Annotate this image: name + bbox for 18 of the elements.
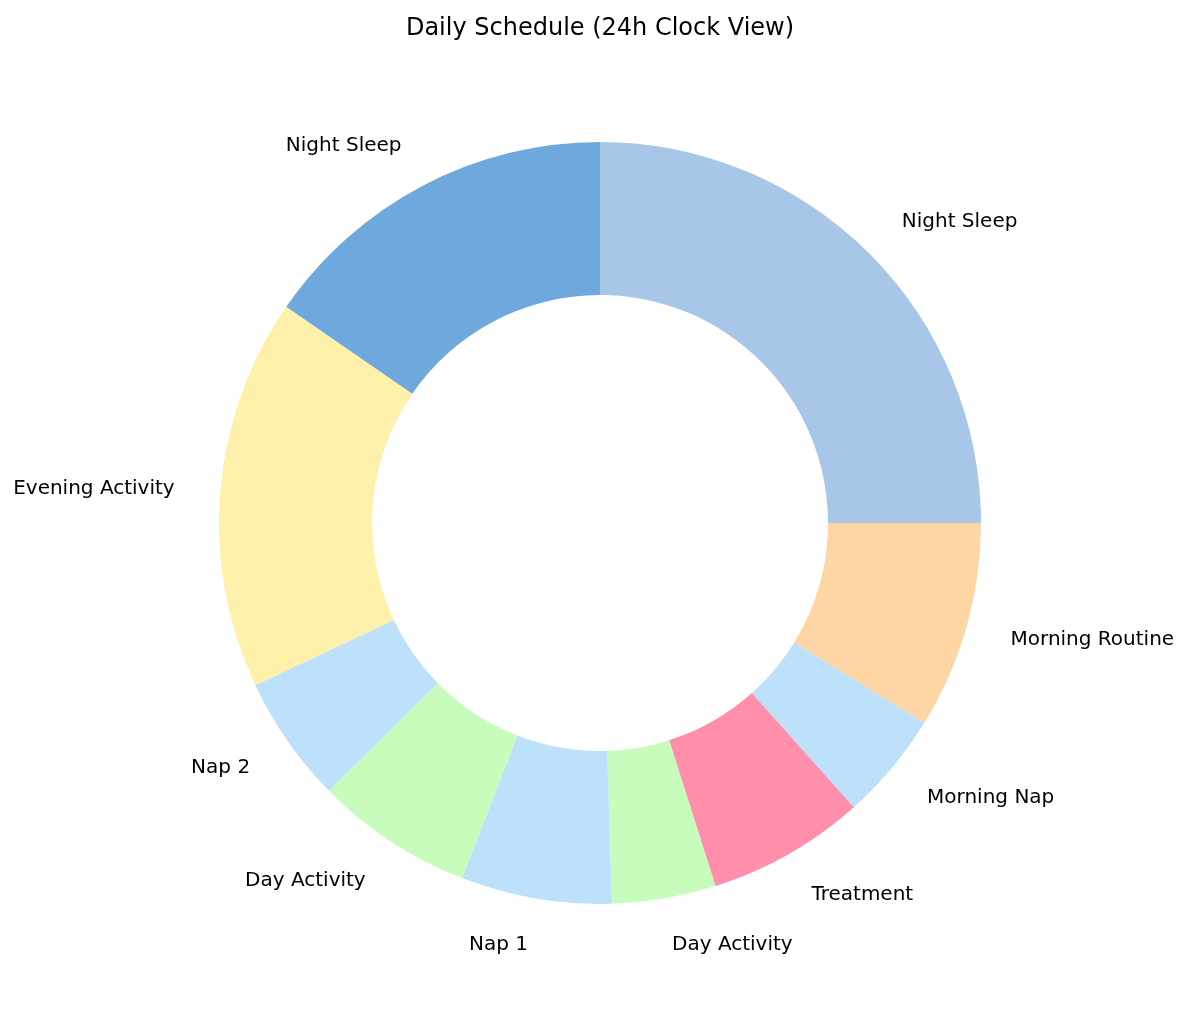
slice-label: Day Activity [672, 930, 793, 955]
donut-slice [255, 620, 438, 791]
slice-label: Treatment [810, 880, 914, 905]
slice-label: Nap 1 [468, 930, 528, 955]
donut-slice [607, 740, 716, 904]
slice-label: Evening Activity [13, 475, 175, 500]
donut-slice [219, 306, 413, 686]
donut-slice [794, 523, 981, 724]
slice-label: Morning Nap [927, 784, 1055, 809]
slice-label: Night Sleep [285, 132, 402, 157]
donut-slice [751, 642, 925, 808]
slice-label: Morning Routine [1010, 626, 1175, 651]
donut-slice [461, 735, 612, 904]
slice-label: Night Sleep [901, 208, 1018, 233]
slice-label: Nap 2 [191, 754, 251, 779]
chart-title: Daily Schedule (24h Clock View) [405, 13, 795, 41]
donut-slice [669, 693, 854, 887]
slice-label: Day Activity [245, 866, 366, 891]
